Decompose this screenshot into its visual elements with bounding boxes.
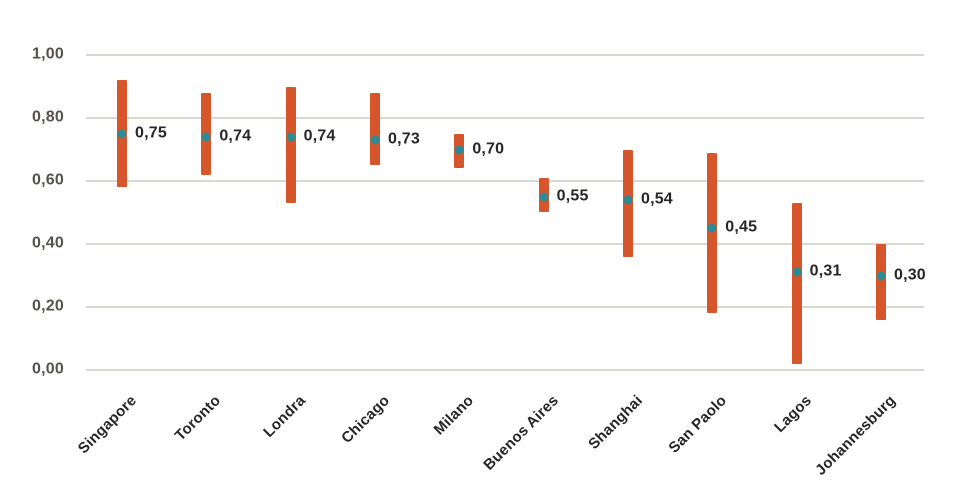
- y-gridline: [86, 369, 924, 371]
- score-dot: [454, 145, 464, 154]
- y-gridline: [86, 306, 924, 308]
- range-bar: [707, 152, 718, 314]
- score-label: 0,31: [809, 262, 842, 280]
- score-label: 0,54: [640, 190, 673, 208]
- y-tick-label: 0,40: [32, 234, 64, 252]
- y-tick-label: 0,20: [32, 297, 64, 315]
- y-gridline: [86, 180, 924, 182]
- y-gridline: [86, 54, 924, 56]
- y-tick-label: 0,60: [32, 171, 64, 189]
- score-dot: [286, 132, 296, 142]
- range-bar: [369, 92, 380, 166]
- score-label: 0,73: [387, 130, 420, 148]
- score-label: 0,74: [303, 127, 336, 145]
- range-bar: [285, 86, 296, 204]
- score-dot: [707, 223, 717, 233]
- score-label: 0,55: [556, 187, 589, 205]
- score-label: 0,74: [219, 127, 252, 145]
- y-tick-label: 1,00: [32, 45, 64, 63]
- score-dot: [623, 195, 633, 205]
- score-dot: [117, 129, 127, 139]
- y-gridline: [86, 117, 924, 119]
- y-gridline: [86, 243, 924, 245]
- score-dot: [539, 192, 549, 202]
- y-tick-label: 0,80: [32, 108, 64, 126]
- score-label: 0,70: [472, 140, 505, 158]
- score-label: 0,45: [725, 218, 758, 236]
- score-dot: [370, 135, 380, 145]
- range-bar: [791, 203, 802, 364]
- score-dot: [201, 132, 211, 142]
- score-dot: [792, 267, 802, 277]
- y-tick-label: 0,00: [32, 360, 64, 378]
- score-label: 0,30: [893, 266, 926, 284]
- range-bar: [875, 244, 886, 320]
- score-label: 0,75: [135, 124, 167, 142]
- score-dot: [876, 271, 886, 280]
